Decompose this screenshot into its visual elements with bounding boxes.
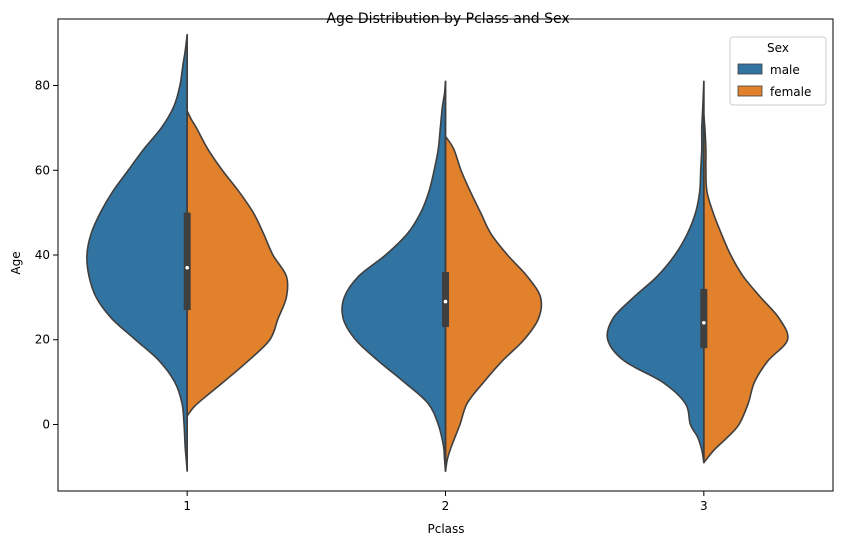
x-tick-label-3: 3 (700, 499, 708, 513)
y-axis-label: Age (9, 251, 23, 274)
median-dot-pclass-1 (185, 265, 189, 270)
median-dot-pclass-2 (443, 299, 448, 304)
x-tick-label-2: 2 (442, 499, 450, 513)
violin-female-pclass-3 (703, 114, 789, 464)
plot-area (86, 33, 789, 472)
iqr-box-pclass-1 (183, 212, 191, 311)
iqr-box-pclass-2 (442, 271, 449, 328)
violin-female-pclass-1 (186, 110, 289, 417)
violin-male-pclass-2 (341, 80, 447, 472)
x-axis-label: Pclass (427, 522, 464, 536)
y-tick-label-20: 20 (35, 333, 50, 347)
legend-swatch-male (737, 63, 763, 75)
y-tick-label-0: 0 (42, 417, 50, 431)
legend-label-female: female (770, 85, 811, 99)
iqr-box-pclass-3 (700, 288, 708, 349)
legend-title: Sex (767, 41, 789, 55)
x-tick-label-1: 1 (183, 499, 191, 513)
legend-swatch-female (737, 85, 763, 97)
violin-male-pclass-1 (86, 33, 188, 472)
y-axis: 0 20 40 60 80 (35, 79, 58, 431)
median-dot-pclass-3 (702, 320, 706, 325)
y-tick-label-60: 60 (35, 163, 50, 177)
y-tick-label-40: 40 (35, 248, 50, 262)
legend-label-male: male (770, 63, 800, 77)
violin-female-pclass-2 (444, 135, 543, 472)
x-axis: 1 2 3 (183, 491, 708, 513)
violin-male-pclass-3 (606, 80, 705, 464)
y-tick-label-80: 80 (35, 79, 50, 93)
legend: Sex male female (729, 36, 827, 106)
